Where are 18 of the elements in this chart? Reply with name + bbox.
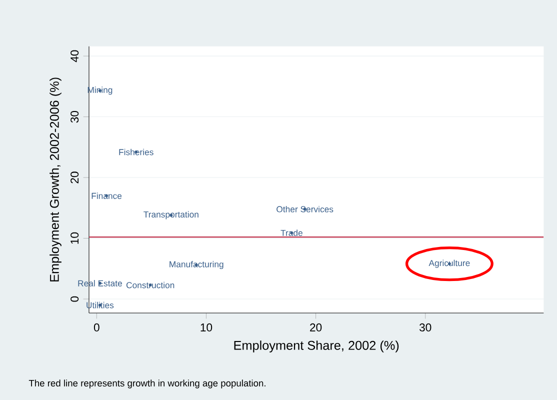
series-label: Agriculture bbox=[428, 260, 470, 268]
x-axis-title: Employment Share, 2002 (%) bbox=[234, 340, 399, 352]
series-label: Manufacturing bbox=[170, 260, 224, 270]
series-label: Other Services bbox=[276, 206, 334, 212]
x-tick-label: 0 bbox=[94, 323, 100, 332]
y-tick-label: 0 bbox=[70, 296, 79, 302]
series-label: Construction bbox=[126, 282, 174, 288]
y-axis-title: Employment Growth, 2002-2006 (%) bbox=[50, 78, 62, 282]
x-tick-label: 20 bbox=[310, 323, 322, 332]
y-tick-label: 30 bbox=[70, 110, 79, 123]
x-tick-label: 30 bbox=[419, 323, 432, 332]
y-tick-label: 20 bbox=[70, 172, 79, 184]
series-label: Transportation bbox=[144, 211, 198, 220]
y-tick-label: 10 bbox=[70, 232, 79, 244]
text: The red line represents growth in working age population. bbox=[28, 380, 266, 388]
x-tick-label: 10 bbox=[200, 323, 212, 332]
series-label: Fisheries bbox=[119, 148, 154, 156]
y-tick-label: 40 bbox=[70, 50, 79, 62]
